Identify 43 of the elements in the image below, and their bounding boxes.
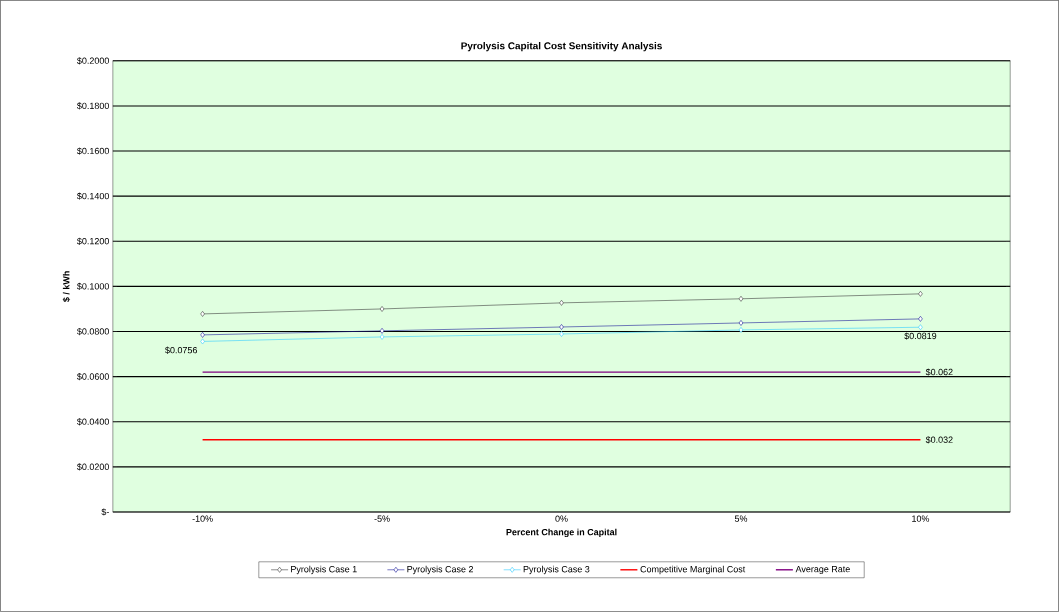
x-axis-title: Percent Change in Capital — [506, 528, 617, 538]
point — [738, 320, 744, 326]
data-label: $0.0756 — [165, 346, 198, 354]
data-label: $0.0819 — [904, 332, 937, 340]
y-tick-label: $0.1000 — [77, 282, 109, 291]
point — [379, 306, 385, 312]
y-axis-title: $ / kWh — [62, 271, 71, 303]
legend-label: Pyrolysis Case 2 — [407, 565, 474, 575]
y-tick-label: $0.0800 — [77, 327, 109, 336]
point — [559, 300, 564, 306]
point — [379, 334, 385, 340]
point — [559, 324, 564, 330]
point — [918, 316, 923, 322]
point — [738, 296, 744, 302]
point — [200, 332, 205, 338]
point — [559, 331, 564, 337]
y-tick-label: $0.1800 — [77, 102, 109, 110]
x-tick-label: -5% — [374, 515, 390, 522]
y-tick-label: $0.2000 — [77, 57, 109, 65]
point — [738, 327, 744, 333]
y-tick-label: $0.1600 — [77, 147, 109, 155]
legend-label: Average Rate — [795, 566, 850, 575]
point — [918, 291, 923, 297]
data-label: $0.032 — [925, 436, 953, 444]
point — [200, 338, 205, 345]
point — [918, 324, 923, 331]
chart-title: Pyrolysis Capital Cost Sensitivity Analysis — [461, 42, 662, 52]
y-tick-label: $0.1400 — [77, 192, 109, 200]
x-tick-label: 10% — [912, 515, 930, 522]
point — [200, 311, 205, 317]
y-tick-label: $0.0600 — [77, 373, 109, 381]
y-tick-label: $0.0400 — [77, 418, 109, 426]
y-tick-label: $0.1200 — [77, 237, 109, 245]
x-tick-label: 5% — [734, 515, 748, 522]
data-label: $0.062 — [925, 368, 953, 376]
y-tick-label: $- — [101, 508, 109, 516]
y-tick-label: $0.0200 — [77, 463, 109, 471]
point — [379, 328, 385, 334]
x-tick-label: -10% — [192, 515, 213, 522]
legend-label: Pyrolysis Case 1 — [291, 565, 357, 575]
legend-label: Pyrolysis Case 3 — [523, 565, 590, 575]
legend-label: Competitive Marginal Cost — [640, 565, 746, 575]
x-tick-label: 0% — [555, 515, 568, 522]
